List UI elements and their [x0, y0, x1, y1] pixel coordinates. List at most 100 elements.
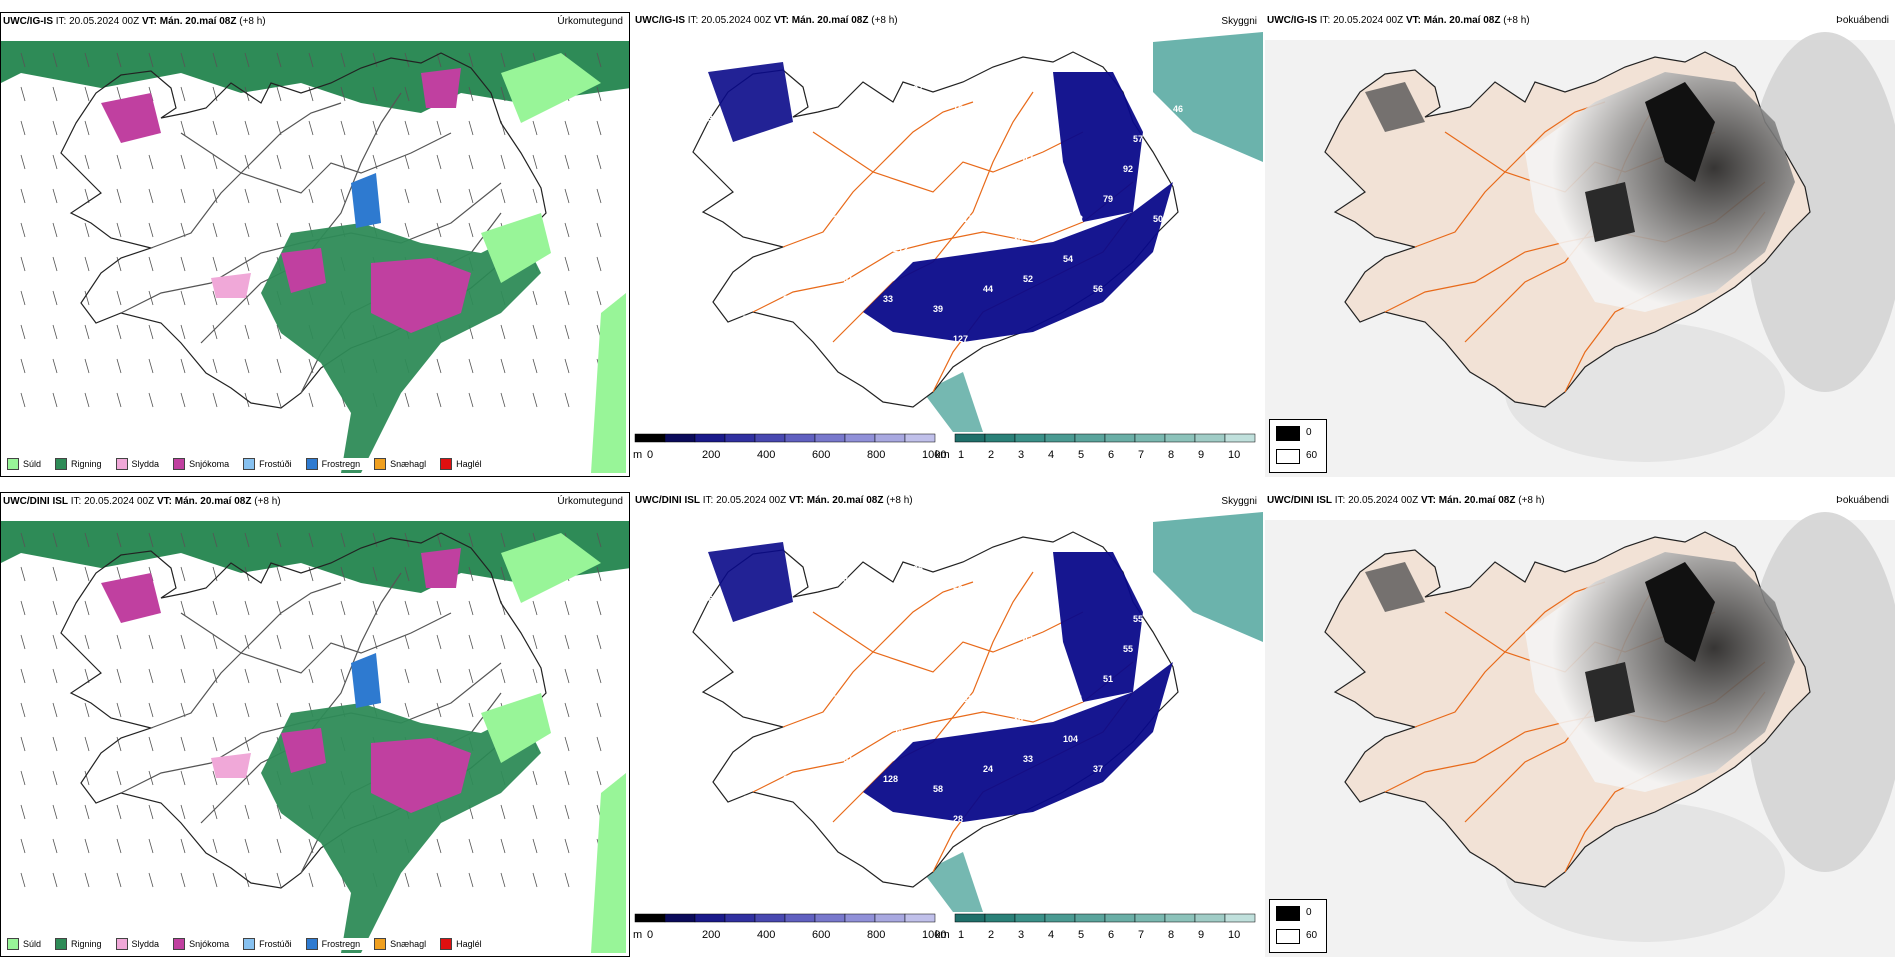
- visibility-value: 83: [833, 94, 843, 104]
- legend-item: Súld: [7, 458, 41, 470]
- visibility-value: 76: [723, 694, 733, 704]
- wind-barb: [564, 188, 570, 204]
- wind-barb: [564, 290, 570, 306]
- wind-barb: [308, 566, 314, 582]
- visibility-value: 24: [853, 834, 863, 844]
- wind-barb: [116, 804, 122, 820]
- wind-barb: [500, 634, 506, 650]
- road-line: [812, 131, 1084, 193]
- wind-barb: [52, 804, 58, 820]
- freezing-rain-area: [351, 653, 381, 708]
- colorbar-tick: 1: [958, 449, 964, 461]
- wind-barb: [308, 52, 314, 68]
- visibility-value: 46: [1173, 104, 1183, 114]
- wind-barb: [116, 566, 122, 582]
- wind-barb: [340, 600, 346, 616]
- snow-area: [371, 258, 471, 333]
- wind-barb: [564, 120, 570, 136]
- wind-barb: [276, 838, 282, 854]
- panel-name: Úrkomutegund: [555, 16, 625, 27]
- fog-legend: 0 60: [1269, 899, 1327, 953]
- wind-barb: [596, 736, 602, 752]
- visibility-value: 54: [993, 354, 1003, 364]
- visibility-value: 79: [1103, 194, 1113, 204]
- colorbar-tick: 2: [988, 449, 994, 461]
- legend-swatch: [305, 458, 318, 470]
- wind-barb: [596, 770, 602, 786]
- wind-barb: [244, 222, 250, 238]
- wind-barb: [308, 188, 314, 204]
- wind-barb: [84, 668, 90, 684]
- colorbar-tick: 800: [867, 449, 885, 461]
- legend-item: Slydda: [115, 938, 160, 950]
- wind-barb: [308, 120, 314, 136]
- wind-barb: [180, 188, 186, 204]
- precip-panel-row2: UWC/DINI ISL IT: 20.05.2024 00Z VT: Mán.…: [0, 492, 630, 957]
- wind-barb: [404, 392, 410, 408]
- visibility-value: 221: [813, 529, 828, 539]
- fog-field: [1525, 72, 1795, 312]
- fog-map: [1265, 512, 1895, 957]
- wind-barb: [596, 86, 602, 102]
- wind-barb: [564, 872, 570, 888]
- visibility-value: 57: [1033, 344, 1043, 354]
- colorbar-tick: 8: [1168, 449, 1174, 461]
- low-visibility-area: [1053, 552, 1143, 702]
- visibility-value: 49: [883, 854, 893, 864]
- visibility-value: 49: [893, 724, 903, 734]
- visibility-value: 41: [1073, 694, 1083, 704]
- visibility-value: 47: [1023, 154, 1033, 164]
- visibility-value: 128: [883, 774, 898, 784]
- legend-label: Snæhagl: [390, 459, 427, 469]
- wind-barb: [116, 702, 122, 718]
- colorbar-cell: [844, 913, 876, 923]
- legend-label: Slydda: [131, 939, 160, 949]
- colorbar-cell: [814, 433, 846, 443]
- wind-barb: [212, 120, 218, 136]
- visibility-panel-row2: UWC/DINI ISL IT: 20.05.2024 00Z VT: Mán.…: [633, 492, 1263, 957]
- wind-barb: [20, 188, 26, 204]
- legend-swatch: [55, 938, 68, 950]
- wind-barb: [500, 392, 506, 408]
- wind-barb: [84, 804, 90, 820]
- wind-barb: [212, 702, 218, 718]
- colorbar-tick: 3: [1018, 929, 1024, 941]
- wind-barb: [20, 324, 26, 340]
- fog-field: [1365, 562, 1425, 612]
- fog-field: [1745, 512, 1895, 872]
- visibility-value: 73: [763, 614, 773, 624]
- wind-barb: [532, 358, 538, 374]
- visibility-map: 47 221 198 64 65 52 66 43 193 61 106 75 150 229 49 32 36…: [692, 512, 1263, 912]
- wind-barb: [532, 770, 538, 786]
- wind-barb: [52, 736, 58, 752]
- wind-barb: [180, 52, 186, 68]
- wind-barb: [404, 668, 410, 684]
- colorbar-cell: [954, 433, 986, 443]
- wind-barb: [148, 188, 154, 204]
- panel-title: UWC/IG-IS IT: 20.05.2024 00Z VT: Mán. 20…: [1267, 15, 1530, 26]
- low-visibility-area: [1053, 72, 1143, 222]
- fog-field: [1525, 552, 1795, 792]
- colorbar-tick: 400: [757, 449, 775, 461]
- wind-barb: [500, 838, 506, 854]
- wind-barb: [116, 392, 122, 408]
- wind-barb: [468, 566, 474, 582]
- drizzle-area: [481, 213, 551, 283]
- wind-barb: [180, 324, 186, 340]
- wind-barb: [52, 838, 58, 854]
- visibility-value: 52: [953, 584, 963, 594]
- wind-barb: [596, 290, 602, 306]
- wind-barb: [84, 358, 90, 374]
- visibility-value: 33: [883, 294, 893, 304]
- wind-barb: [276, 702, 282, 718]
- colorbar-cell: [844, 433, 876, 443]
- wind-barb: [20, 872, 26, 888]
- legend-item: Snæhagl: [374, 938, 426, 950]
- colorbar-tick: 400: [757, 929, 775, 941]
- drizzle-area: [501, 533, 601, 603]
- colorbar-cell: [984, 913, 1016, 923]
- wind-barb: [468, 600, 474, 616]
- visibility-value: 32: [963, 694, 973, 704]
- wind-barb: [180, 702, 186, 718]
